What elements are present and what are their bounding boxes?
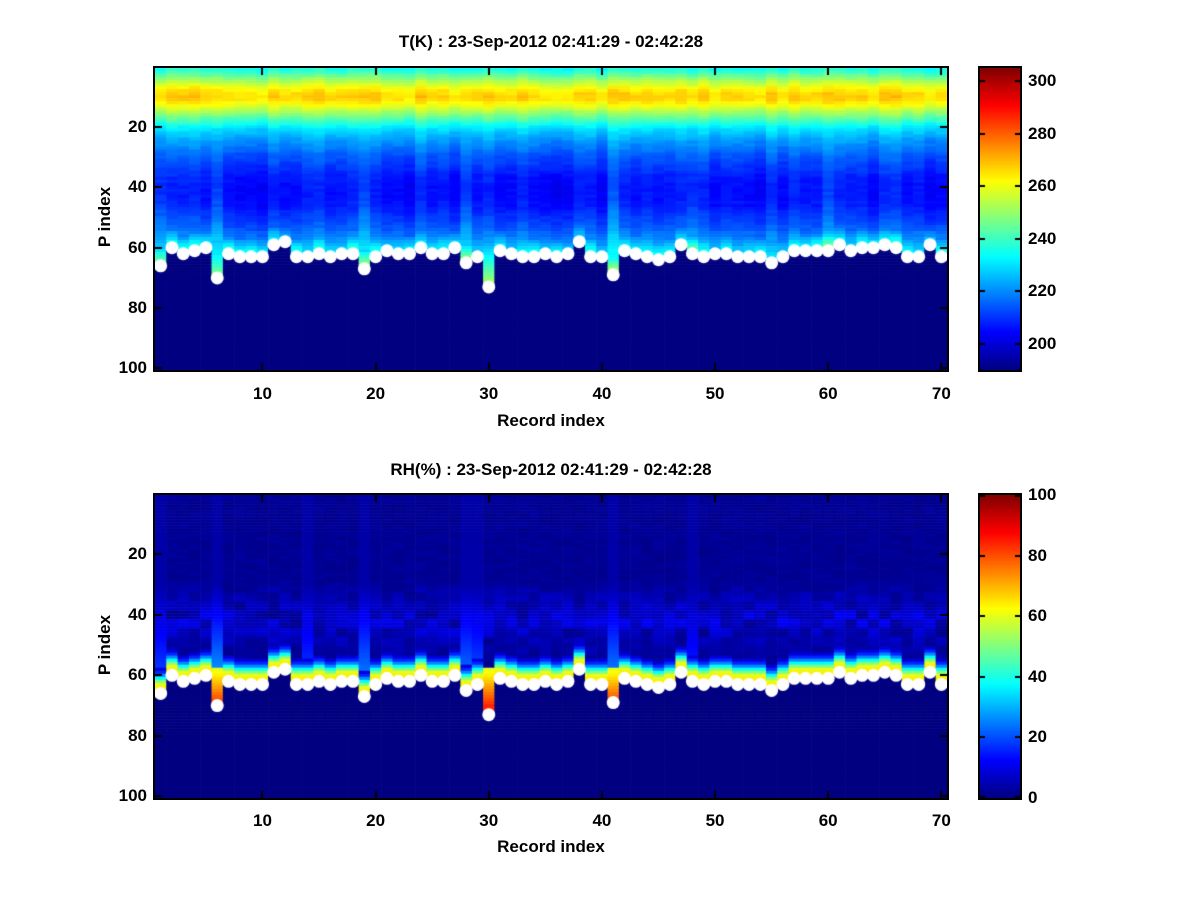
colorbar-tick-label: 280	[1028, 123, 1057, 143]
colorbar-tick-label: 300	[1028, 71, 1057, 91]
y-tick-label: 60	[128, 665, 147, 685]
x-tick-label: 30	[479, 384, 499, 403]
colorbar-tick-label: 200	[1028, 333, 1057, 353]
y-tick-label: 20	[128, 544, 147, 564]
colorbar-tick-label: 100	[1028, 485, 1057, 504]
colorbar-tick-label: 80	[1028, 545, 1047, 565]
x-tick-label: 30	[479, 811, 499, 830]
temperature-ylabel: P index	[95, 186, 114, 248]
humidity-colorbar-canvas	[978, 493, 1022, 800]
humidity-ylabel: P index	[95, 614, 114, 675]
colorbar-tick-label: 0	[1028, 788, 1038, 807]
x-tick-label: 10	[253, 384, 272, 403]
x-tick-label: 60	[818, 384, 838, 403]
temperature-xlabel: Record index	[497, 411, 605, 430]
x-tick-label: 50	[705, 384, 725, 403]
y-tick-label: 100	[118, 358, 147, 378]
x-tick-label: 20	[366, 384, 386, 403]
colorbar-tick-label: 40	[1028, 666, 1047, 686]
x-tick-label: 60	[818, 811, 838, 830]
y-tick-label: 40	[128, 604, 147, 624]
y-tick-label: 60	[128, 237, 147, 257]
x-tick-label: 70	[931, 384, 951, 403]
y-tick-label: 20	[128, 116, 147, 136]
humidity-heatmap-canvas	[153, 493, 949, 800]
y-tick-label: 80	[128, 298, 147, 318]
x-tick-label: 50	[705, 811, 725, 830]
x-tick-label: 20	[366, 811, 386, 830]
x-tick-label: 10	[253, 811, 272, 830]
colorbar-tick-label: 220	[1028, 281, 1057, 301]
temperature-colorbar-canvas	[978, 66, 1022, 372]
colorbar-tick-label: 20	[1028, 727, 1047, 747]
colorbar-tick-label: 60	[1028, 606, 1047, 626]
temperature-title: T(K) : 23-Sep-2012 02:41:29 - 02:42:28	[398, 32, 704, 51]
temperature-heatmap-canvas	[153, 66, 949, 372]
y-tick-label: 80	[128, 725, 147, 745]
x-tick-label: 70	[931, 811, 951, 830]
y-tick-label: 100	[118, 786, 147, 806]
colorbar-tick-label: 260	[1028, 176, 1057, 196]
humidity-title: RH(%) : 23-Sep-2012 02:41:29 - 02:42:28	[390, 460, 712, 479]
x-tick-label: 40	[592, 811, 612, 830]
humidity-xlabel: Record index	[497, 837, 605, 856]
colorbar-tick-label: 240	[1028, 228, 1057, 248]
x-tick-label: 40	[592, 384, 612, 403]
y-tick-label: 40	[128, 177, 147, 197]
